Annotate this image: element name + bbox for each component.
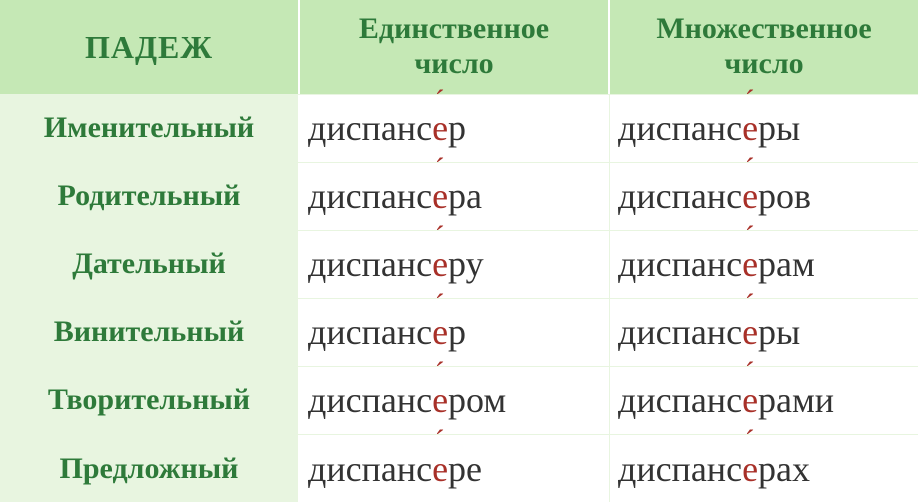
- word-singular: диспанс´еру: [308, 243, 484, 285]
- singular-cell: диспанс´ере: [300, 435, 610, 502]
- singular-cell: диспанс´ером: [300, 367, 610, 434]
- stress-vowel: ´е: [432, 175, 448, 217]
- stress-vowel: ´е: [742, 243, 758, 285]
- header-case: ПАДЕЖ: [0, 0, 300, 94]
- header-plural: Множественное число: [610, 0, 918, 94]
- case-label: Родительный: [0, 163, 300, 230]
- stress-vowel: ´е: [742, 175, 758, 217]
- plural-cell: диспанс´еров: [610, 163, 918, 230]
- stress-vowel: ´е: [432, 107, 448, 149]
- header-case-label: ПАДЕЖ: [85, 29, 213, 66]
- stress-vowel: ´е: [742, 379, 758, 421]
- table-row: Предложный диспанс´ере диспанс´ерах: [0, 435, 918, 502]
- plural-cell: диспанс´еры: [610, 95, 918, 162]
- header-singular: Единственное число: [300, 0, 610, 94]
- stress-vowel: ´е: [742, 448, 758, 490]
- singular-cell: диспанс´еру: [300, 231, 610, 298]
- plural-cell: диспанс´ерам: [610, 231, 918, 298]
- header-singular-label: Единственное число: [359, 12, 549, 81]
- table-row: Родительный диспанс´ера диспанс´еров: [0, 163, 918, 231]
- stress-vowel: ´е: [432, 243, 448, 285]
- word-plural: диспанс´еры: [618, 311, 800, 353]
- stress-vowel: ´е: [432, 448, 448, 490]
- stress-vowel: ´е: [432, 311, 448, 353]
- plural-cell: диспанс´ерах: [610, 435, 918, 502]
- word-plural: диспанс´ерах: [618, 448, 810, 490]
- singular-cell: диспанс´ера: [300, 163, 610, 230]
- case-label: Дательный: [0, 231, 300, 298]
- stress-vowel: ´е: [742, 311, 758, 353]
- singular-cell: диспанс´ер: [300, 299, 610, 366]
- word-singular: диспанс´ером: [308, 379, 506, 421]
- table-row: Дательный диспанс´еру диспанс´ерам: [0, 231, 918, 299]
- case-label: Предложный: [0, 435, 300, 502]
- plural-cell: диспанс´еры: [610, 299, 918, 366]
- stress-vowel: ´е: [432, 379, 448, 421]
- plural-cell: диспанс´ерами: [610, 367, 918, 434]
- case-label: Творительный: [0, 367, 300, 434]
- table-header-row: ПАДЕЖ Единственное число Множественное ч…: [0, 0, 918, 95]
- word-plural: диспанс´ерам: [618, 243, 815, 285]
- table-row: Творительный диспанс´ером диспанс´ерами: [0, 367, 918, 435]
- word-singular: диспанс´ер: [308, 311, 466, 353]
- singular-cell: диспанс´ер: [300, 95, 610, 162]
- word-singular: диспанс´ер: [308, 107, 466, 149]
- case-label: Винительный: [0, 299, 300, 366]
- declension-table: ПАДЕЖ Единственное число Множественное ч…: [0, 0, 918, 502]
- case-label: Именительный: [0, 95, 300, 162]
- table-row: Винительный диспанс´ер диспанс´еры: [0, 299, 918, 367]
- word-singular: диспанс´ера: [308, 175, 482, 217]
- word-singular: диспанс´ере: [308, 448, 482, 490]
- word-plural: диспанс´еров: [618, 175, 811, 217]
- word-plural: диспанс´еры: [618, 107, 800, 149]
- header-plural-label: Множественное число: [656, 12, 871, 81]
- table-row: Именительный диспанс´ер диспанс´еры: [0, 95, 918, 163]
- word-plural: диспанс´ерами: [618, 379, 834, 421]
- stress-vowel: ´е: [742, 107, 758, 149]
